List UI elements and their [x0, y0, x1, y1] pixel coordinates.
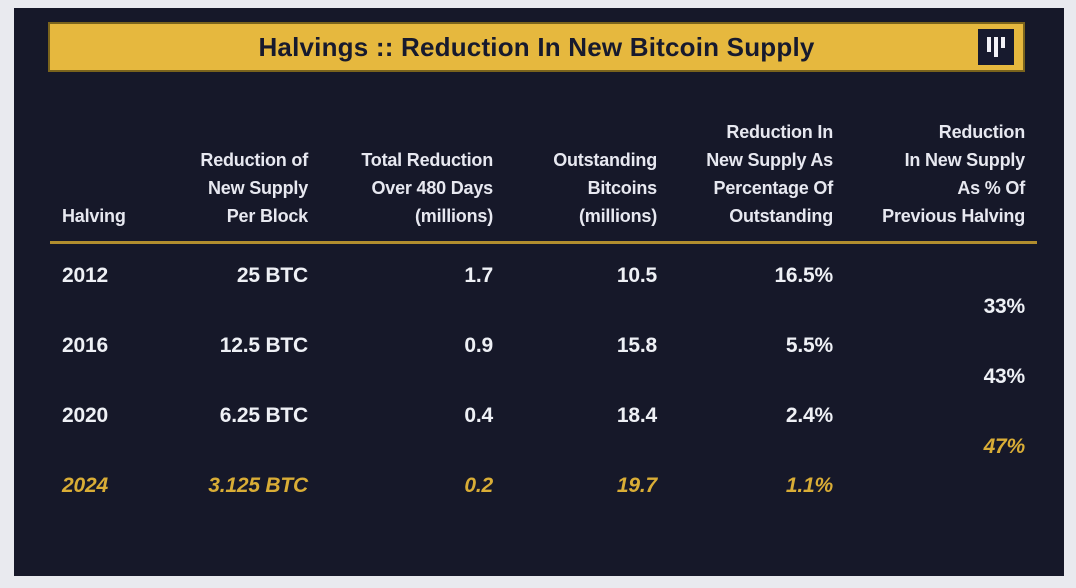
- table-row-2020: 2020 6.25 BTC 0.4 18.4 2.4% 47%: [50, 392, 1037, 462]
- logo-bar: [994, 37, 998, 57]
- page-title: Halvings :: Reduction In New Bitcoin Sup…: [258, 31, 815, 62]
- column-header-pct-of-previous: Reduction In New Supply As % Of Previous…: [882, 122, 1025, 226]
- reduction-per-block: 3.125 BTC: [208, 474, 308, 497]
- outstanding-bitcoins: 18.4: [616, 404, 657, 427]
- halving-year: 2016: [62, 334, 108, 357]
- table-row-2016: 2016 12.5 BTC 0.9 15.8 5.5% 43%: [50, 322, 1037, 392]
- column-header-pct-of-outstanding: Reduction In New Supply As Percentage Of…: [706, 122, 833, 226]
- pct-of-previous-halving: 43%: [983, 365, 1026, 388]
- table-row-2012: 2012 25 BTC 1.7 10.5 16.5% 33%: [50, 252, 1037, 322]
- halving-year: 2020: [62, 404, 108, 427]
- pantera-logo-icon: [978, 29, 1014, 65]
- total-reduction-480d: 1.7: [464, 264, 493, 287]
- pct-of-outstanding: 1.1%: [785, 474, 833, 497]
- pct-of-outstanding: 16.5%: [774, 264, 833, 287]
- column-header-total-reduction: Total Reduction Over 480 Days (millions): [361, 150, 493, 226]
- logo-bar: [987, 37, 991, 52]
- total-reduction-480d: 0.4: [464, 404, 493, 427]
- outstanding-bitcoins: 10.5: [616, 264, 657, 287]
- pct-of-outstanding: 5.5%: [785, 334, 833, 357]
- outstanding-bitcoins: 15.8: [616, 334, 657, 357]
- pct-of-outstanding: 2.4%: [785, 404, 833, 427]
- outstanding-bitcoins: 19.7: [616, 474, 657, 497]
- logo-bar: [1001, 37, 1005, 48]
- title-banner: Halvings :: Reduction In New Bitcoin Sup…: [48, 22, 1025, 72]
- total-reduction-480d: 0.2: [464, 474, 493, 497]
- infographic-panel: Halvings :: Reduction In New Bitcoin Sup…: [14, 8, 1064, 576]
- column-header-reduction-per-block: Reduction of New Supply Per Block: [200, 150, 308, 226]
- column-header-outstanding: Outstanding Bitcoins (millions): [553, 150, 657, 226]
- table-row-2024: 2024 3.125 BTC 0.2 19.7 1.1%: [50, 462, 1037, 532]
- reduction-per-block: 6.25 BTC: [219, 404, 308, 427]
- reduction-per-block: 25 BTC: [236, 264, 308, 287]
- total-reduction-480d: 0.9: [464, 334, 493, 357]
- column-header-halving: Halving: [62, 206, 126, 226]
- pct-of-previous-halving: 47%: [983, 435, 1026, 458]
- table-header-row: Halving Reduction of New Supply Per Bloc…: [50, 110, 1037, 230]
- header-divider: [50, 241, 1037, 244]
- reduction-per-block: 12.5 BTC: [219, 334, 308, 357]
- pct-of-previous-halving: 33%: [983, 295, 1026, 318]
- halving-year: 2012: [62, 264, 108, 287]
- table-body: 2012 25 BTC 1.7 10.5 16.5% 33% 2016 12.5…: [50, 252, 1037, 532]
- halving-year: 2024: [62, 474, 108, 497]
